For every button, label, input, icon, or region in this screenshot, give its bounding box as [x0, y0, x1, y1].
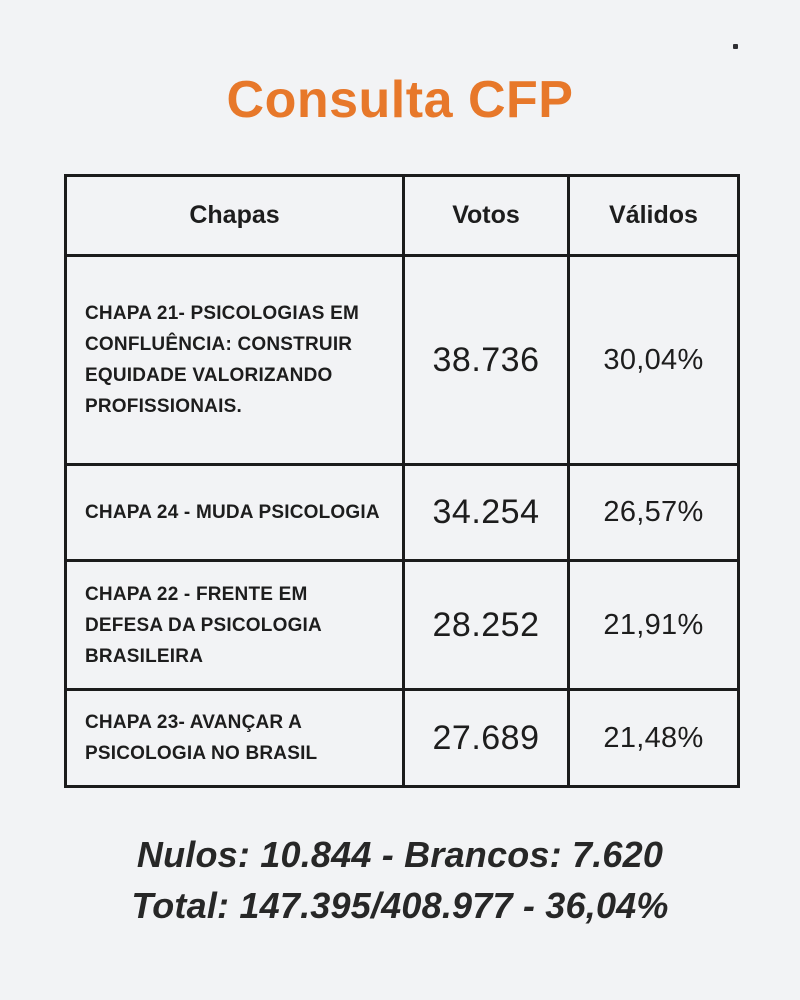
chapa-valid-percent: 21,91%: [567, 559, 740, 691]
chapa-valid-percent: 21,48%: [567, 688, 740, 788]
page-title: Consulta CFP: [226, 71, 574, 129]
chapa-name: CHAPA 23- AVANÇAR A PSICOLOGIA NO BRASIL: [64, 688, 405, 788]
chapa-votes: 27.689: [402, 688, 570, 788]
chapa-name: CHAPA 21- PSICOLOGIAS EM CONFLUÊNCIA: CO…: [64, 254, 405, 466]
totals-footer: Nulos: 10.844 - Brancos: 7.620 Total: 14…: [0, 829, 800, 931]
table-row: CHAPA 21- PSICOLOGIAS EM CONFLUÊNCIA: CO…: [64, 254, 740, 466]
speck-dot: [733, 44, 738, 49]
chapa-votes: 28.252: [402, 559, 570, 691]
total-turnout-line: Total: 147.395/408.977 - 36,04%: [131, 885, 669, 926]
chapa-votes: 38.736: [402, 254, 570, 466]
column-header-validos: Válidos: [567, 174, 740, 257]
column-header-chapas: Chapas: [64, 174, 405, 257]
chapa-name: CHAPA 22 - FRENTE EM DEFESA DA PSICOLOGI…: [64, 559, 405, 691]
chapa-valid-percent: 26,57%: [567, 463, 740, 562]
nulos-brancos-line: Nulos: 10.844 - Brancos: 7.620: [136, 834, 664, 875]
table-row: CHAPA 23- AVANÇAR A PSICOLOGIA NO BRASIL…: [64, 688, 740, 788]
table-row: CHAPA 22 - FRENTE EM DEFESA DA PSICOLOGI…: [64, 559, 740, 691]
results-table: Chapas Votos Válidos CHAPA 21- PSICOLOGI…: [64, 174, 740, 788]
chapa-votes: 34.254: [402, 463, 570, 562]
table-header-row: Chapas Votos Válidos: [64, 174, 740, 257]
chapa-valid-percent: 30,04%: [567, 254, 740, 466]
table-row: CHAPA 24 - MUDA PSICOLOGIA 34.254 26,57%: [64, 463, 740, 562]
column-header-votos: Votos: [402, 174, 570, 257]
chapa-name: CHAPA 24 - MUDA PSICOLOGIA: [64, 463, 405, 562]
